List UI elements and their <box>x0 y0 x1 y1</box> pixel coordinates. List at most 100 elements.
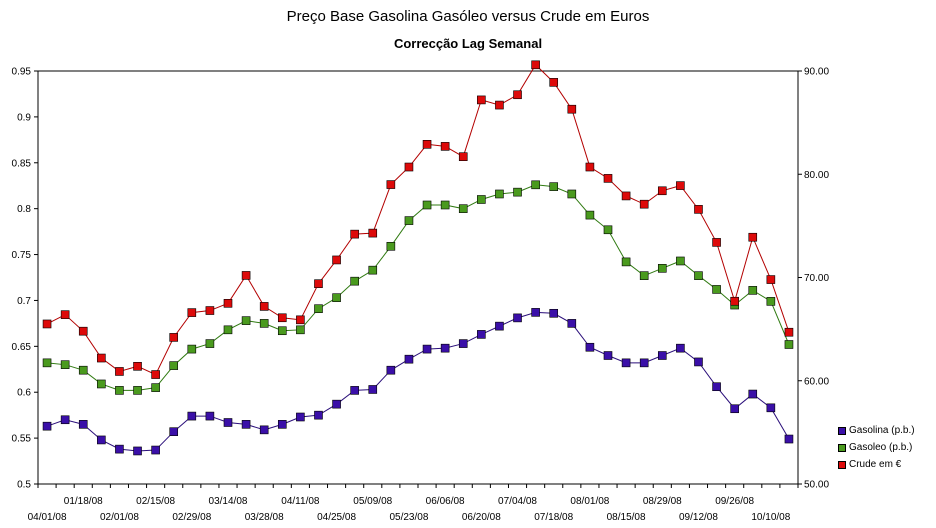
data-point-crude <box>97 353 106 363</box>
y-left-tick-label: 0.95 <box>12 67 32 78</box>
x-tick-label-lower: 09/12/08 <box>679 512 718 523</box>
data-point-crude <box>241 271 251 280</box>
y-left-tick-label: 0.9 <box>17 112 31 123</box>
legend-label-crude: Crude em € <box>849 459 902 470</box>
data-point-gasoleo <box>350 276 359 286</box>
data-point-gasolina <box>314 410 323 420</box>
y-left-tick-label: 0.5 <box>17 480 31 491</box>
chart-title: Preço Base Gasolina Gasóleo versus Crude… <box>286 8 650 25</box>
data-point-gasolina <box>549 308 559 318</box>
data-point-gasoleo <box>748 286 758 295</box>
x-tick-label-lower: 06/20/08 <box>462 512 501 523</box>
legend-label-gasoleo: Gasoleo (p.b.) <box>849 442 913 453</box>
data-point-crude <box>187 308 197 317</box>
data-point-gasolina <box>368 385 378 394</box>
data-point-gasoleo <box>60 360 70 369</box>
data-point-crude <box>259 302 269 311</box>
legend-item-gasoleo: Gasoleo (p.b.) <box>838 439 915 456</box>
data-point-crude <box>567 104 577 114</box>
data-point-crude <box>60 310 70 319</box>
data-point-gasoleo <box>603 225 613 235</box>
data-point-crude <box>477 95 486 105</box>
data-point-gasolina <box>676 343 685 353</box>
data-point-gasolina <box>531 308 540 317</box>
y-left-tick-label: 0.55 <box>12 434 32 445</box>
x-tick-label-lower: 03/28/08 <box>245 512 284 523</box>
data-point-crude <box>42 319 52 329</box>
data-point-gasolina <box>205 411 215 421</box>
data-point-crude <box>458 152 468 161</box>
data-point-crude <box>115 367 124 376</box>
y-right-tick-label: 90.00 <box>804 67 829 78</box>
x-tick-label-lower: 02/01/08 <box>100 512 139 523</box>
y-left-tick-label: 0.85 <box>12 158 32 169</box>
x-tick-label-upper: 03/14/08 <box>209 496 248 507</box>
data-point-crude <box>784 327 794 337</box>
data-point-crude <box>223 299 233 308</box>
y-left-tick-label: 0.6 <box>17 388 31 399</box>
y-left-tick-label: 0.7 <box>17 296 31 307</box>
data-point-gasoleo <box>513 187 522 197</box>
data-point-gasolina <box>639 358 649 368</box>
data-point-crude <box>621 191 631 201</box>
data-point-crude <box>748 232 758 242</box>
x-tick-label-lower: 10/10/08 <box>751 512 790 523</box>
data-point-crude <box>603 174 613 183</box>
data-point-gasolina <box>60 415 70 425</box>
data-point-gasoleo <box>296 325 305 335</box>
data-point-gasolina <box>495 321 504 331</box>
data-point-gasolina <box>694 357 703 367</box>
data-point-gasolina <box>42 421 52 431</box>
data-point-gasoleo <box>169 361 179 370</box>
data-point-gasoleo <box>694 271 703 280</box>
data-point-gasolina <box>187 411 197 421</box>
data-point-gasoleo <box>422 200 432 210</box>
data-point-gasolina <box>169 427 179 436</box>
data-point-gasolina <box>223 418 233 427</box>
data-point-crude <box>78 326 88 336</box>
data-point-gasoleo <box>241 316 251 325</box>
x-tick-label-upper: 02/15/08 <box>136 496 175 507</box>
plot-area <box>37 70 799 485</box>
data-point-gasolina <box>477 330 486 339</box>
data-point-crude <box>513 90 522 100</box>
y-right-tick-label: 50.00 <box>804 480 829 491</box>
data-point-gasolina <box>259 425 269 435</box>
data-point-crude <box>495 100 504 110</box>
series-line-gasoleo <box>46 184 790 391</box>
x-tick-label-lower: 02/29/08 <box>172 512 211 523</box>
data-point-gasoleo <box>657 264 667 273</box>
data-point-gasolina <box>115 444 124 454</box>
data-point-crude <box>277 313 287 323</box>
data-point-crude <box>368 228 378 238</box>
data-point-gasolina <box>78 420 88 429</box>
data-point-crude <box>639 199 649 209</box>
data-point-crude <box>296 315 305 325</box>
data-point-gasolina <box>350 386 359 395</box>
data-point-gasoleo <box>585 210 595 220</box>
chart-subtitle: Correcção Lag Semanal <box>393 36 543 51</box>
y-left-tick-label: 0.75 <box>12 250 32 261</box>
data-point-crude <box>676 181 685 190</box>
data-point-gasolina <box>603 351 613 360</box>
data-point-crude <box>332 255 341 265</box>
data-point-gasoleo <box>42 358 52 368</box>
y-left-tick-label: 0.65 <box>12 342 32 353</box>
data-point-gasolina <box>621 358 631 368</box>
legend-swatch-gasolina <box>838 426 846 435</box>
data-point-gasoleo <box>187 344 197 354</box>
data-point-gasolina <box>404 354 414 364</box>
data-point-gasoleo <box>314 304 323 314</box>
legend-item-crude: Crude em € <box>838 456 915 473</box>
series-line-gasolina <box>46 311 790 452</box>
data-point-crude <box>169 333 179 342</box>
data-point-crude <box>694 205 703 214</box>
data-point-gasoleo <box>549 182 559 191</box>
legend: Gasolina (p.b.) Gasoleo (p.b.) Crude em … <box>838 422 915 473</box>
data-point-gasolina <box>784 434 794 444</box>
x-tick-label-upper: 09/26/08 <box>715 496 754 507</box>
data-point-gasoleo <box>458 204 468 213</box>
data-point-gasoleo <box>531 180 540 190</box>
y-right-tick-label: 70.00 <box>804 273 829 284</box>
data-point-crude <box>440 142 450 151</box>
